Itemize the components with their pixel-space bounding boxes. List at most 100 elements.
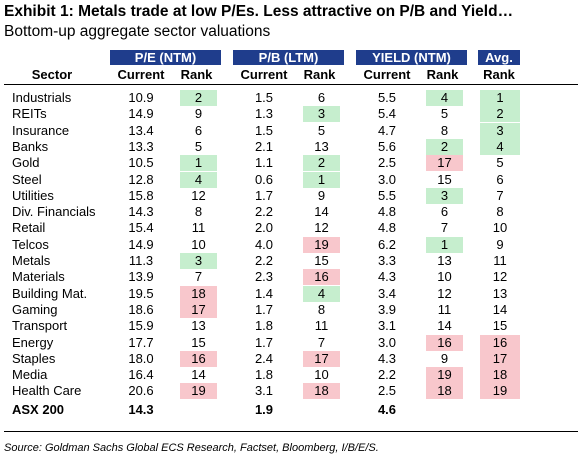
cell-pb-rank: 4 (303, 285, 340, 302)
cell-avg: 17 (480, 350, 520, 367)
cell-pe-rank: 17 (180, 301, 217, 318)
cell-pb-rank: 16 (303, 269, 340, 286)
sector-label: Utilities (12, 187, 54, 203)
cell-pe-rank: 3 (180, 253, 217, 269)
total-pe: 14.3 (128, 401, 154, 417)
cell-pb-rank: 10 (314, 367, 329, 383)
cell-yld-rank: 13 (437, 253, 452, 268)
cell-pe: 14.9 (128, 236, 154, 252)
cell-pb-rank: 7 (317, 334, 326, 350)
cell-pb-rank: 1 (303, 171, 340, 188)
sector-label: Materials (12, 269, 65, 285)
cell-pe-rank: 1 (180, 155, 217, 172)
cell-avg: 2 (480, 106, 520, 123)
total-pb: 1.9 (254, 401, 274, 417)
cell-yld: 4.8 (377, 204, 397, 220)
cell-pe-rank: 6 (194, 122, 203, 138)
cell-pb: 2.4 (254, 350, 274, 366)
cell-pb-rank: 2 (303, 155, 340, 172)
cell-pe: 14.3 (128, 204, 154, 220)
cell-pb: 2.0 (254, 220, 274, 236)
cell-yld-rank: 6 (440, 204, 449, 220)
sector-label: Industrials (12, 90, 72, 105)
cell-yld-rank: 8 (440, 122, 449, 138)
cell-pe-rank: 7 (194, 269, 203, 285)
subheader-6: Rank (426, 67, 459, 82)
source-note: Source: Goldman Sachs Global ECS Researc… (4, 442, 379, 454)
cell-pb: 1.7 (254, 301, 274, 317)
cell-pb: 1.1 (254, 155, 274, 171)
cell-yld: 5.5 (377, 187, 397, 203)
cell-yld-rank: 1 (426, 236, 463, 253)
cell-yld-rank: 10 (437, 269, 452, 285)
cell-avg: 11 (493, 253, 507, 268)
subheader-7: Rank (483, 67, 515, 82)
sector-label: Steel (12, 171, 42, 187)
cell-yld: 3.4 (377, 285, 397, 301)
cell-avg: 1 (480, 90, 520, 106)
sector-label: REITs (12, 106, 47, 122)
cell-pe: 13.3 (128, 138, 154, 154)
group-header-pe: P/E (NTM) (110, 50, 221, 65)
cell-yld: 3.3 (377, 253, 397, 268)
cell-yld-rank: 9 (440, 350, 449, 366)
sector-label: Staples (12, 350, 56, 366)
cell-pb-rank: 6 (317, 90, 326, 105)
cell-avg: 9 (496, 236, 504, 252)
cell-yld: 2.2 (377, 367, 397, 383)
cell-pe-rank: 19 (180, 383, 217, 400)
group-header-avg: Avg. (478, 50, 520, 65)
cell-pe: 14.9 (128, 106, 154, 122)
subheader-2: Rank (180, 67, 213, 82)
cell-yld: 2.5 (377, 155, 397, 171)
group-header-pb: P/B (LTM) (233, 50, 344, 65)
sector-label: Building Mat. (12, 285, 88, 301)
cell-yld-rank: 11 (437, 301, 452, 317)
cell-avg: 18 (480, 367, 520, 384)
cell-pe: 15.9 (128, 318, 154, 334)
sector-label: Health Care (12, 383, 82, 399)
cell-pb-rank: 5 (317, 122, 326, 138)
cell-pb: 1.4 (254, 285, 274, 301)
subheader-1: Current (117, 67, 165, 82)
cell-avg: 8 (496, 204, 504, 220)
cell-pb: 2.2 (254, 253, 274, 268)
cell-yld-rank: 16 (426, 334, 463, 351)
cell-yld-rank: 4 (426, 90, 463, 106)
cell-pe-rank: 5 (194, 138, 203, 154)
cell-yld-rank: 2 (426, 138, 463, 155)
cell-pb: 1.7 (254, 187, 274, 203)
cell-pb-rank: 15 (314, 253, 329, 268)
sector-label: Retail (12, 220, 46, 236)
sector-label: Metals (12, 253, 51, 268)
cell-pb: 2.3 (254, 269, 274, 285)
cell-pb: 0.6 (254, 171, 274, 187)
cell-yld: 3.0 (377, 171, 397, 187)
cell-pe-rank: 11 (191, 220, 206, 236)
cell-pe: 17.7 (128, 334, 154, 350)
cell-pb-rank: 11 (314, 318, 329, 334)
cell-pb: 2.2 (254, 204, 274, 220)
sector-label: Gaming (12, 301, 58, 317)
cell-yld: 2.5 (377, 383, 397, 399)
cell-yld-rank: 5 (440, 106, 449, 122)
cell-avg: 13 (492, 285, 508, 301)
cell-pb: 1.3 (254, 106, 274, 122)
cell-yld: 6.2 (377, 236, 397, 252)
cell-pe: 10.9 (128, 90, 154, 105)
cell-yld-rank: 18 (426, 383, 463, 400)
cell-pe-rank: 9 (194, 106, 203, 122)
cell-yld: 4.8 (377, 220, 397, 236)
sector-label: Energy (12, 334, 54, 350)
cell-yld: 3.0 (377, 334, 397, 350)
cell-pe-rank: 8 (194, 204, 203, 220)
cell-pe-rank: 10 (191, 236, 206, 252)
cell-yld: 3.9 (377, 301, 397, 317)
cell-yld: 4.7 (377, 122, 397, 138)
cell-pb-rank: 3 (303, 106, 340, 123)
cell-pe: 12.8 (128, 171, 154, 187)
cell-avg: 10 (492, 220, 508, 236)
cell-avg: 7 (496, 187, 504, 203)
subheader-5: Current (363, 67, 411, 82)
cell-yld-rank: 12 (437, 285, 452, 301)
